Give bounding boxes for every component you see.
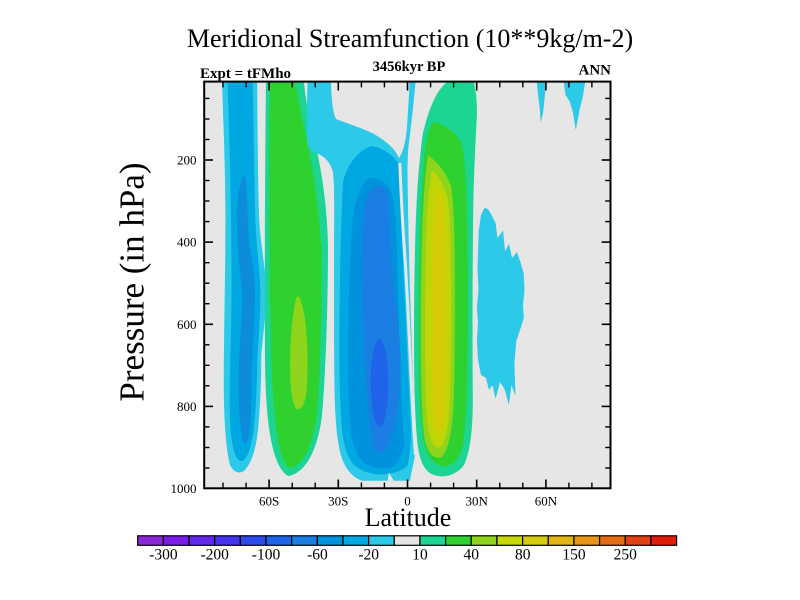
svg-text:-60: -60 [307, 547, 328, 564]
svg-text:30N: 30N [466, 494, 489, 509]
svg-text:3456kyr BP: 3456kyr BP [373, 59, 446, 75]
svg-text:600: 600 [177, 317, 197, 332]
svg-text:Meridional Streamfunction (10*: Meridional Streamfunction (10**9kg/m-2) [187, 24, 633, 53]
svg-text:Expt = tFMho: Expt = tFMho [200, 66, 291, 82]
svg-text:Pressure (in hPa): Pressure (in hPa) [113, 162, 152, 401]
svg-text:ANN: ANN [579, 63, 612, 79]
svg-text:1000: 1000 [171, 481, 197, 496]
svg-text:150: 150 [562, 547, 586, 564]
svg-text:-300: -300 [149, 547, 178, 564]
svg-text:200: 200 [177, 153, 197, 168]
svg-text:30S: 30S [328, 494, 348, 509]
svg-text:60N: 60N [535, 494, 558, 509]
svg-text:-100: -100 [252, 547, 281, 564]
svg-text:60S: 60S [259, 494, 279, 509]
svg-text:400: 400 [177, 235, 197, 250]
svg-text:-200: -200 [200, 547, 229, 564]
svg-text:-20: -20 [358, 547, 379, 564]
svg-text:Latitude: Latitude [365, 503, 452, 532]
svg-text:800: 800 [177, 399, 197, 414]
svg-text:40: 40 [464, 547, 480, 564]
svg-text:0: 0 [404, 494, 411, 509]
svg-text:250: 250 [614, 547, 638, 564]
svg-text:80: 80 [515, 547, 531, 564]
svg-text:10: 10 [412, 547, 428, 564]
